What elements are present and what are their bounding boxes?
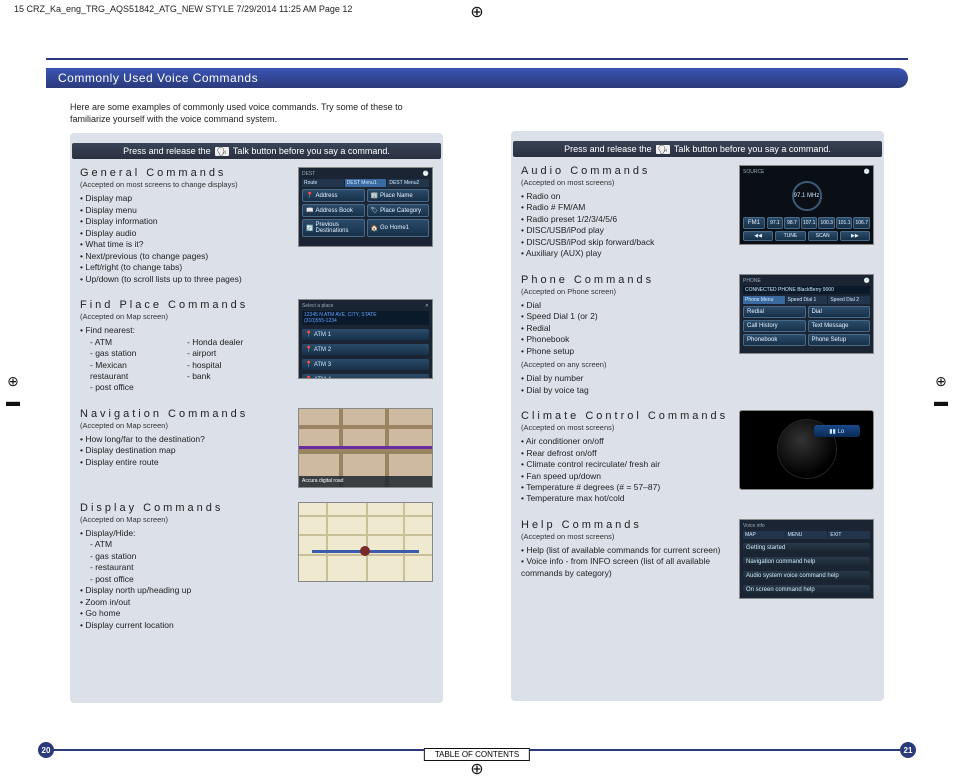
registration-mark-top: ⊕ [470, 2, 483, 22]
subheading-phone-2: (Accepted on any screen) [521, 360, 729, 369]
subheading-display: (Accepted on Map screen) [80, 515, 288, 524]
registration-mark-left: ⊕▬ [6, 373, 20, 409]
talk-icon-r: 🗣 [656, 145, 670, 154]
screenshot-nav-map: Accura digital road [298, 408, 433, 488]
subheading-help: (Accepted on most screens) [521, 532, 729, 541]
instruction-bar-right: Press and release the 🗣 Talk button befo… [513, 141, 882, 157]
subheading-audio: (Accepted on most screens) [521, 178, 729, 187]
screenshot-voice-info: Voice info MAP MENU EXIT Getting started… [739, 519, 874, 599]
intro-text: Here are some examples of commonly used … [70, 102, 443, 125]
instruction-pre-r: Press and release the [564, 144, 652, 154]
heading-climate: Climate Control Commands [521, 410, 729, 422]
left-page: Here are some examples of commonly used … [46, 90, 467, 741]
section-general: General Commands (Accepted on most scree… [80, 167, 433, 285]
list-help: Help (list of available commands for cur… [521, 545, 729, 579]
instruction-post: Talk button before you say a command. [233, 146, 390, 156]
registration-mark-right: ⊕▬ [934, 373, 948, 409]
photo-climate-dial: ▮▮ Lo [739, 410, 874, 490]
instruction-bar-left: Press and release the 🗣 Talk button befo… [72, 143, 441, 159]
spread: 20 21 Commonly Used Voice Commands Here … [46, 58, 908, 751]
list-find-place: Find nearest: [80, 325, 288, 336]
list-phone: Dial Speed Dial 1 (or 2) Redial Phoneboo… [521, 300, 729, 357]
screenshot-display-map [298, 502, 433, 582]
screenshot-select-place: Select a place✕ 12345 N ATM AVE, CITY, S… [298, 299, 433, 379]
list-display: Display/Hide: - ATM - gas station - rest… [80, 528, 288, 631]
list-phone-2: Dial by number Dial by voice tag [521, 373, 729, 396]
heading-audio: Audio Commands [521, 165, 729, 177]
heading-find-place: Find Place Commands [80, 299, 288, 311]
list-navigation: How long/far to the destination? Display… [80, 434, 288, 468]
section-audio: Audio Commands (Accepted on most screens… [521, 165, 874, 260]
subheading-climate: (Accepted on most screens) [521, 423, 729, 432]
table-of-contents-link[interactable]: TABLE OF CONTENTS [424, 748, 530, 761]
section-title: Commonly Used Voice Commands [58, 71, 258, 85]
instruction-pre: Press and release the [123, 146, 211, 156]
screenshot-dest-menu: DEST🕐 Route DEST Menu1 DEST Menu2 📍 Addr… [298, 167, 433, 247]
section-navigation: Navigation Commands (Accepted on Map scr… [80, 408, 433, 488]
heading-navigation: Navigation Commands [80, 408, 288, 420]
page-number-left: 20 [38, 742, 54, 758]
heading-help: Help Commands [521, 519, 729, 531]
left-panel: Press and release the 🗣 Talk button befo… [70, 133, 443, 703]
page-number-right: 21 [900, 742, 916, 758]
list-climate: Air conditioner on/off Rear defrost on/o… [521, 436, 729, 505]
subheading-phone: (Accepted on Phone screen) [521, 287, 729, 296]
subheading-navigation: (Accepted on Map screen) [80, 421, 288, 430]
heading-phone: Phone Commands [521, 274, 729, 286]
right-panel: Press and release the 🗣 Talk button befo… [511, 131, 884, 701]
section-help: Help Commands (Accepted on most screens)… [521, 519, 874, 599]
section-display: Display Commands (Accepted on Map screen… [80, 502, 433, 631]
registration-mark-bottom: ⊕ [470, 759, 483, 779]
right-page: Press and release the 🗣 Talk button befo… [487, 90, 908, 741]
screenshot-radio: SOURCE🕐 97.1 MHz FM1 97.198.7107.1100.31… [739, 165, 874, 245]
section-title-bar: Commonly Used Voice Commands [46, 68, 908, 88]
instruction-post-r: Talk button before you say a command. [674, 144, 831, 154]
section-climate: Climate Control Commands (Accepted on mo… [521, 410, 874, 505]
heading-display: Display Commands [80, 502, 288, 514]
heading-general: General Commands [80, 167, 288, 179]
subheading-general: (Accepted on most screens to change disp… [80, 180, 288, 189]
screenshot-phone: PHONE🕐 CONNECTED PHONE BlackBerry 9000 P… [739, 274, 874, 354]
section-find-place: Find Place Commands (Accepted on Map scr… [80, 299, 433, 394]
print-slug: 15 CRZ_Ka_eng_TRG_AQS51842_ATG_NEW STYLE… [14, 4, 352, 14]
list-general: Display map Display menu Display informa… [80, 193, 288, 285]
section-phone: Phone Commands (Accepted on Phone screen… [521, 274, 874, 396]
talk-icon: 🗣 [215, 147, 229, 156]
subheading-find-place: (Accepted on Map screen) [80, 312, 288, 321]
list-audio: Radio on Radio # FM/AM Radio preset 1/2/… [521, 191, 729, 260]
